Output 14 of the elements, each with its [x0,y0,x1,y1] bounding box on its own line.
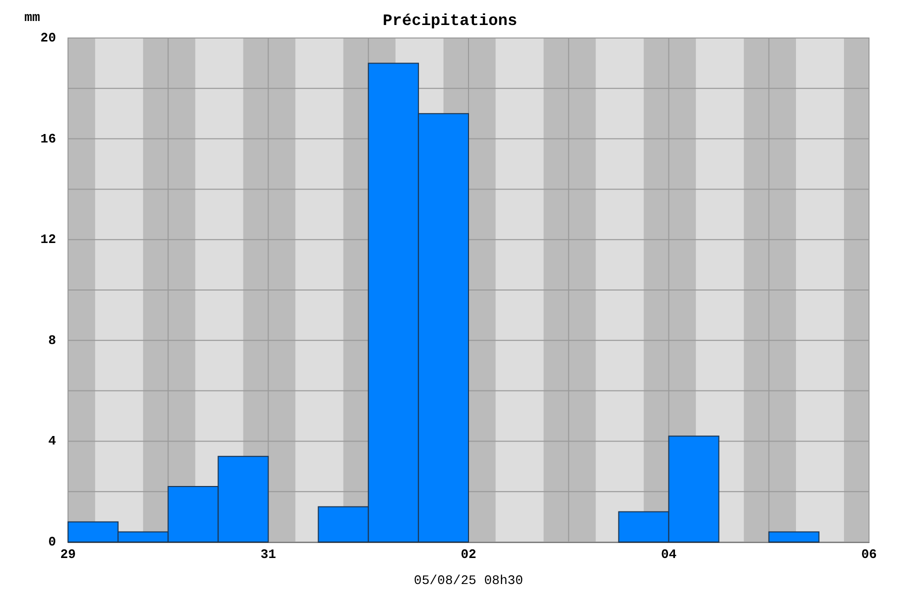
y-tick-label: 8 [48,332,56,348]
y-tick-label: 4 [48,434,56,449]
y-tick-label: 0 [48,534,56,550]
x-tick-label: 02 [460,547,476,562]
y-axis-title: mm [24,10,40,25]
y-tick-label: 12 [40,232,56,248]
chart-title: Précipitations [382,12,518,30]
x-tick-label: 06 [861,547,877,562]
y-tick-label: 16 [40,131,56,146]
y-tick-label: 20 [40,30,56,46]
x-tick-label: 31 [260,547,276,562]
x-axis-title: 05/08/25 08h30 [414,573,524,588]
x-tick-label: 04 [660,547,677,562]
x-tick-label: 29 [60,547,76,562]
